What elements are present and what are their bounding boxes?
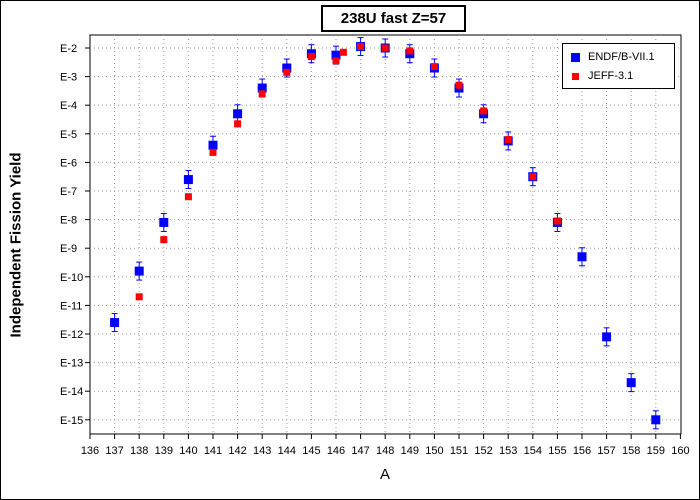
x-tick-label: 152 [474, 445, 492, 457]
data-point-endf [651, 415, 661, 425]
data-point-jeff [504, 136, 512, 144]
data-point-endf [183, 175, 193, 185]
x-tick-label: 139 [155, 445, 173, 457]
plot-area [89, 34, 682, 435]
data-point-endf [257, 83, 267, 93]
y-tick-label: E-6 [60, 157, 77, 169]
data-point-endf [134, 266, 144, 276]
data-point-jeff [339, 48, 347, 56]
y-tick-label: E-14 [60, 386, 83, 398]
x-tick-label: 146 [327, 445, 345, 457]
data-point-jeff [480, 107, 488, 115]
legend-entry-jeff: JEFF-3.1 [571, 70, 633, 82]
data-point-endf [577, 252, 587, 262]
x-tick-label: 143 [253, 445, 271, 457]
x-tick-label: 154 [524, 445, 542, 457]
legend-label-endf: ENDF/B-VII.1 [588, 51, 655, 63]
x-tick-label: 144 [278, 445, 296, 457]
x-tick-label: 150 [425, 445, 443, 457]
y-tick-label: E-7 [60, 186, 77, 198]
x-tick-label: 159 [647, 445, 665, 457]
y-tick-label: E-3 [60, 72, 77, 84]
y-tick-label: E-8 [60, 215, 77, 227]
y-tick-label: E-9 [60, 243, 77, 255]
data-point-jeff [529, 173, 537, 181]
data-point-endf [331, 50, 341, 60]
y-tick-label: E-5 [60, 129, 77, 141]
x-tick-label: 145 [302, 445, 320, 457]
chart-title: 238U fast Z=57 [321, 5, 466, 32]
data-point-endf [602, 332, 612, 342]
data-point-endf [159, 217, 169, 227]
data-point-endf [233, 109, 243, 119]
x-tick-label: 160 [671, 445, 689, 457]
x-tick-label: 138 [130, 445, 148, 457]
y-tick-label: E-12 [60, 329, 83, 341]
x-tick-label: 147 [351, 445, 369, 457]
legend-label-jeff: JEFF-3.1 [588, 70, 634, 82]
data-point-jeff [406, 47, 414, 55]
legend: ENDF/B-VII.1 JEFF-3.1 [562, 43, 675, 89]
data-point-jeff [234, 120, 242, 128]
x-tick-label: 156 [573, 445, 591, 457]
y-tick-label: E-11 [60, 300, 82, 312]
x-tick-label: 141 [204, 445, 222, 457]
data-point-jeff [184, 193, 192, 201]
data-point-jeff [553, 217, 561, 225]
data-point-jeff [381, 44, 389, 52]
y-tick-label: E-13 [60, 358, 83, 370]
y-tick-label: E-15 [60, 415, 83, 427]
x-tick-label: 149 [401, 445, 419, 457]
data-point-jeff [332, 57, 340, 65]
data-point-jeff [357, 43, 365, 51]
data-point-jeff [258, 90, 266, 98]
x-tick-label: 148 [376, 445, 394, 457]
x-tick-label: 157 [597, 445, 615, 457]
x-tick-label: 155 [548, 445, 566, 457]
data-point-jeff [430, 63, 438, 71]
data-point-jeff [209, 148, 217, 156]
legend-entry-endf: ENDF/B-VII.1 [571, 51, 655, 63]
x-axis-label: A [379, 466, 391, 483]
data-point-jeff [283, 68, 291, 76]
x-tick-label: 136 [81, 445, 99, 457]
data-point-jeff [455, 81, 463, 89]
y-tick-label: E-10 [60, 272, 83, 284]
y-tick-label: E-2 [60, 43, 77, 55]
legend-swatch-endf [571, 52, 580, 62]
legend-swatch-jeff [572, 72, 579, 80]
data-point-endf [626, 378, 636, 388]
data-point-jeff [160, 236, 168, 244]
x-tick-label: 142 [228, 445, 246, 457]
data-point-endf [208, 140, 218, 150]
data-point-endf [282, 63, 292, 73]
y-axis-label: Independent Fission Yield [7, 152, 25, 338]
data-point-jeff [135, 293, 143, 301]
x-tick-label: 137 [105, 445, 123, 457]
x-tick-label: 151 [450, 445, 468, 457]
x-tick-label: 140 [179, 445, 197, 457]
x-tick-label: 158 [622, 445, 640, 457]
data-point-jeff [307, 53, 315, 61]
y-tick-label: E-4 [60, 100, 77, 112]
data-point-endf [110, 318, 120, 328]
x-tick-label: 153 [499, 445, 517, 457]
